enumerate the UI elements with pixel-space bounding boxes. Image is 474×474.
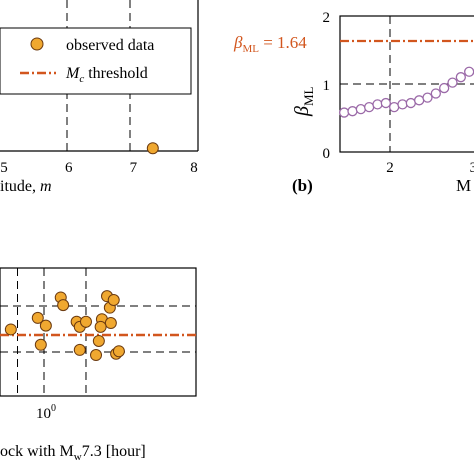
legend-threshold-label: Mc threshold: [65, 65, 148, 85]
panel-b-ytick-2: 2: [323, 10, 331, 26]
panel-c-point: [112, 345, 125, 358]
panel-b-beta-annotation: βML = 1.64: [233, 33, 307, 55]
panel-b-annotation-prefix: β: [233, 33, 243, 52]
panel-c-point: [4, 323, 17, 336]
legend-threshold-sub: c: [79, 73, 84, 85]
panel-b-point: [339, 107, 350, 118]
panel-a-xtick-5: 5: [0, 160, 8, 176]
panel-b-point: [414, 95, 425, 106]
panel-b-point: [397, 99, 408, 110]
panel-b-point: [439, 82, 450, 94]
panel-c-point: [90, 349, 103, 362]
panel-c-point: [107, 294, 120, 306]
panel-a-xtick-6: 6: [65, 160, 73, 176]
legend-observed-marker: [30, 37, 44, 51]
legend-threshold-suffix: threshold: [84, 65, 148, 82]
legend-threshold-prefix: M: [65, 65, 81, 82]
panel-c-point: [92, 334, 105, 347]
panel-b-ytick-1: 1: [323, 78, 331, 94]
panel-b-ylabel-main: β: [291, 106, 313, 117]
panel-c-point: [34, 338, 47, 351]
panel-b-xtick-3: 3: [470, 160, 474, 176]
panel-b-ylabel: βML: [291, 86, 316, 117]
panel-a: observed data Mc threshold 5 6 7 8 itude, m: [0, 0, 199, 195]
panel-c-point: [94, 320, 107, 333]
panel-b-point: [405, 97, 416, 109]
panel-c: 100 ock with Mw7.3 [hour]: [0, 267, 197, 463]
panel-a-ticks: 5 6 7 8: [0, 160, 198, 176]
panel-c-point: [79, 315, 92, 328]
panel-b-points: [339, 66, 474, 118]
panel-c-point: [31, 311, 44, 324]
panel-c-point: [39, 319, 52, 332]
panel-b-point: [430, 88, 441, 99]
panel-b-ylabel-sub: ML: [301, 86, 316, 106]
panel-b-point: [447, 77, 458, 88]
panel-c-point: [104, 317, 117, 330]
panel-a-point: [146, 142, 159, 155]
legend-observed-label: observed data: [66, 37, 154, 54]
panel-b-annotation-suffix: = 1.64: [259, 33, 307, 52]
panel-b-ticks: 0 1 2 2 3: [323, 10, 474, 176]
panel-c-xlabel-prefix: ock with M: [0, 443, 74, 460]
panel-c-points: [4, 290, 125, 362]
panel-c-xtick-exp: 0: [51, 403, 56, 414]
panel-b-point: [422, 92, 433, 103]
panel-c-point: [57, 299, 70, 312]
panel-a-xlabel-var: m: [40, 178, 52, 195]
panel-c-xtick-10e0: 100: [36, 403, 56, 422]
panel-c-xtick-base: 10: [36, 406, 51, 422]
panel-b-xlabel-fragment: M: [456, 176, 471, 195]
panel-b-point: [389, 101, 400, 113]
panel-b-point: [372, 99, 383, 110]
panel-b-point: [464, 66, 474, 77]
panel-b-annotation-sub: ML: [242, 43, 259, 55]
panel-b-point: [455, 72, 466, 83]
panel-c-xlabel-sub: w: [74, 451, 82, 463]
panel-c-xlabel: ock with Mw7.3 [hour]: [0, 443, 146, 463]
panel-a-xtick-7: 7: [130, 160, 138, 176]
panel-a-points: [146, 142, 159, 155]
panel-c-frame: [0, 267, 197, 397]
panel-b-xtick-2: 2: [386, 160, 394, 176]
panel-c-vertical-grid: [17, 268, 87, 396]
panel-c-xlabel-suffix: 7.3 [hour]: [82, 443, 146, 460]
panel-a-xtick-8: 8: [190, 160, 198, 176]
panel-c-point: [73, 343, 86, 356]
panel-b-point: [355, 104, 366, 115]
panel-b-point: [347, 106, 358, 117]
panel-b-point: [380, 97, 391, 109]
panel-a-xlabel-fragment: itude,: [0, 178, 40, 195]
panel-b-point: [364, 101, 375, 113]
legend-box: [0, 27, 192, 95]
panel-a-xlabel: itude, m: [0, 178, 52, 195]
panel-b-ytick-0: 0: [323, 146, 331, 162]
panel-b-label: (b): [292, 176, 313, 195]
